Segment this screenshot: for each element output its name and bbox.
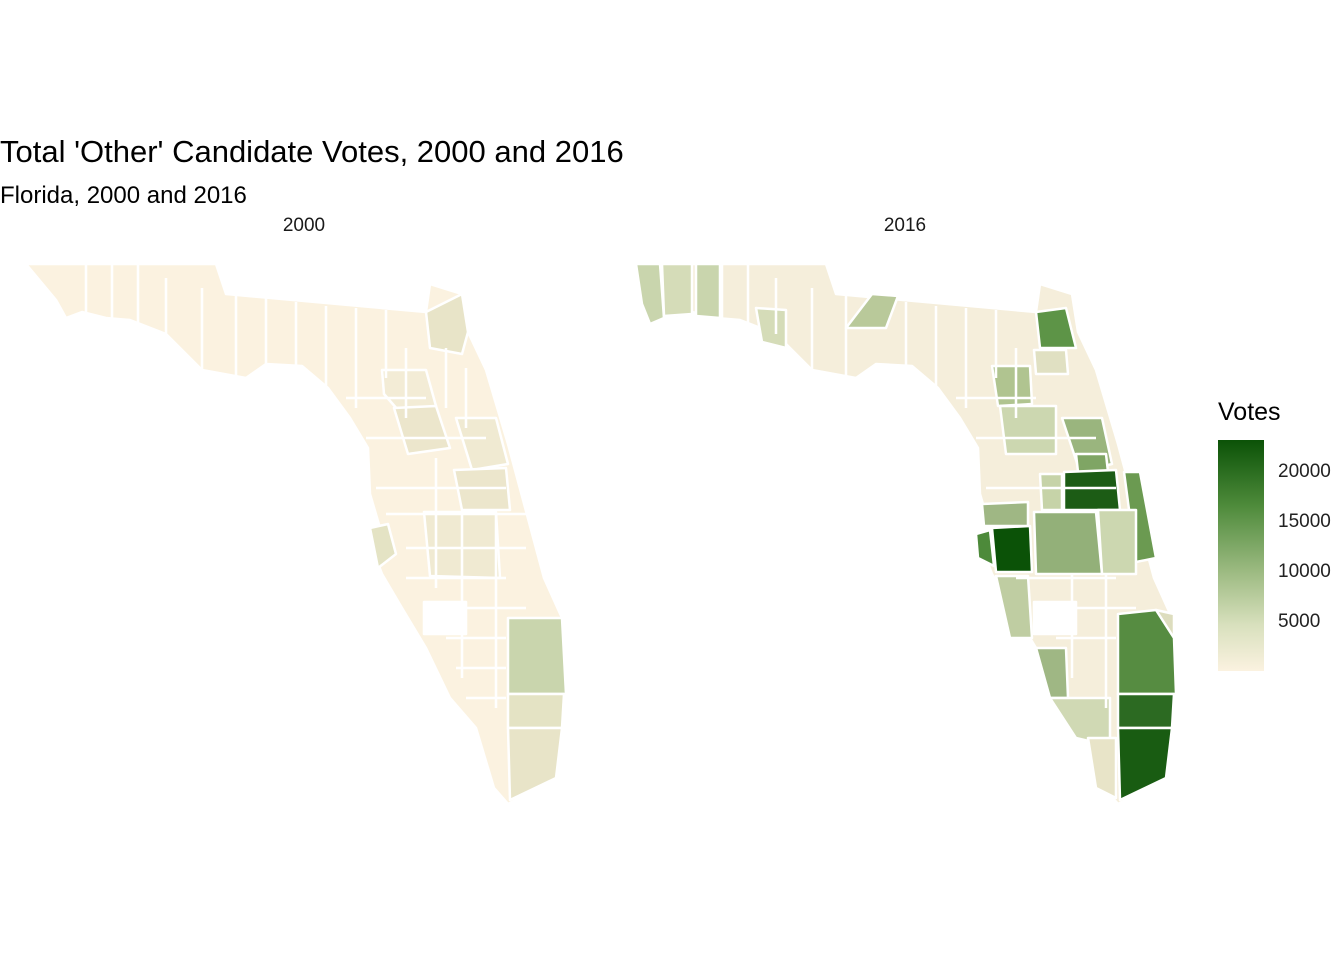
legend-tick	[1264, 571, 1272, 573]
legend-label-20000: 20000	[1278, 461, 1331, 482]
legend-tick	[1264, 471, 1272, 473]
legend-tick	[1264, 621, 1272, 623]
county-marion-2016	[998, 404, 1058, 456]
county-pinellas-2000	[368, 522, 398, 570]
county-bay-2016	[754, 306, 788, 350]
county-escambia-2016	[636, 262, 666, 326]
county-lines-2016	[720, 264, 1136, 708]
county-pinellas-2016	[974, 528, 996, 568]
county-palm-beach-2016	[1116, 608, 1178, 696]
county-nassau-duval-2000	[424, 292, 470, 356]
county-hillsborough-2016	[990, 524, 1034, 574]
county-broward-2016	[1116, 692, 1176, 730]
legend-tick	[1264, 521, 1272, 523]
county-lines-2000	[84, 264, 526, 708]
county-volusia-2000	[454, 416, 510, 472]
lake-okeechobee-2000	[422, 600, 468, 636]
county-lee-2016	[1034, 646, 1070, 700]
lake-okeechobee-2016	[1032, 600, 1078, 636]
county-sarasota-2016	[994, 574, 1034, 640]
county-miami-dade-2016	[1116, 726, 1174, 802]
facet-label-2016: 2016	[883, 215, 927, 236]
chart-subtitle: Florida, 2000 and 2016	[0, 182, 247, 209]
county-pasco-2016	[980, 500, 1030, 528]
county-palm-beach-2000	[506, 616, 568, 696]
county-lake-2016	[1038, 472, 1064, 512]
county-leon-2016	[844, 292, 900, 330]
map-2016	[636, 262, 1178, 806]
legend-title: Votes	[1218, 398, 1281, 426]
county-clay-2016	[1032, 348, 1070, 376]
legend-color-bar	[1218, 440, 1264, 671]
facet-label-2000: 2000	[282, 215, 326, 236]
county-duval-2016	[1034, 306, 1078, 350]
county-monroe-2016	[1086, 736, 1118, 800]
county-osceola-2016	[1096, 508, 1138, 576]
county-miami-dade-2000	[506, 726, 564, 802]
county-alachua-2016	[990, 364, 1034, 408]
legend-label-15000: 15000	[1278, 511, 1331, 532]
county-okaloosa-2016	[660, 262, 694, 318]
map-2000	[26, 262, 568, 806]
county-polk-2016	[1032, 510, 1104, 576]
legend-label-10000: 10000	[1278, 561, 1331, 582]
chart-title: Total 'Other' Candidate Votes, 2000 and …	[0, 134, 624, 169]
county-orange-2016	[1062, 468, 1122, 512]
county-broward-2000	[506, 692, 566, 730]
county-walton-2016	[694, 262, 722, 320]
legend-label-5000: 5000	[1278, 611, 1321, 632]
